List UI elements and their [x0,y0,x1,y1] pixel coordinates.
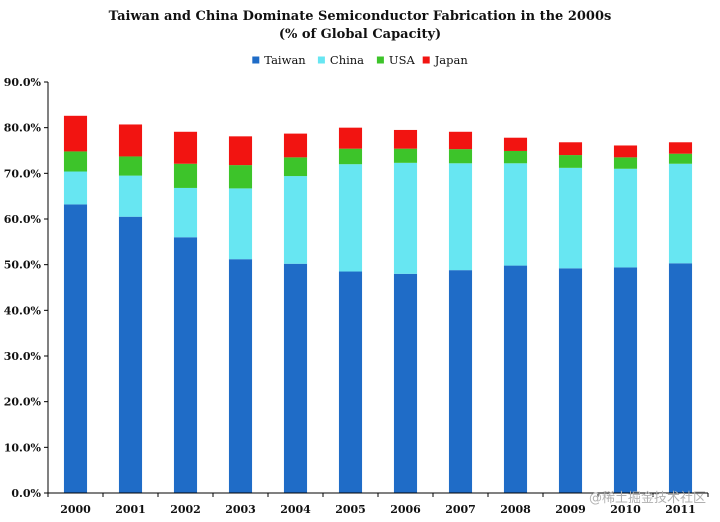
x-tick-label: 2004 [280,503,311,516]
bar-china-2005 [338,164,363,272]
bar-taiwan-2010 [613,267,638,493]
bar-taiwan-2002 [173,237,198,493]
bar-china-2008 [503,163,528,266]
bar-usa-2010 [613,157,638,169]
bar-japan-2006 [393,129,418,149]
x-tick-label: 2009 [555,503,586,516]
bar-china-2003 [228,188,253,260]
y-tick-label: 60.0% [4,213,42,226]
bar-china-2007 [448,163,473,271]
y-axis: 0.0% 10.0% 20.0% 30.0% 40.0% 50.0% 60.0% 70.0% 8… [4,76,49,500]
bar-usa-2008 [503,150,528,164]
bar-china-2010 [613,168,638,268]
chart-title: Taiwan and China Dominate Semiconductor … [109,9,612,24]
x-tick-label: 2008 [500,503,531,516]
bar-usa-2009 [558,155,583,168]
y-tick-label: 30.0% [4,350,42,363]
bar-japan-2002 [173,131,198,164]
bar-taiwan-2007 [448,270,473,493]
bar-taiwan-2005 [338,271,363,493]
legend-label-japan: Japan [434,53,469,67]
bar-taiwan-2003 [228,259,253,493]
legend-swatch-japan [422,56,430,64]
bar-china-2002 [173,187,198,238]
bar-usa-2002 [173,163,198,188]
x-tick-label: 2006 [390,503,421,516]
bar-taiwan-2011 [668,263,693,493]
bar-taiwan-2008 [503,265,528,493]
bars [63,115,693,494]
legend-label-taiwan: Taiwan [264,53,306,67]
bar-japan-2011 [668,142,693,154]
bar-taiwan-2000 [63,204,88,494]
bar-taiwan-2006 [393,273,418,493]
x-tick-label: 2011 [665,503,696,516]
bar-usa-2000 [63,151,88,172]
bar-china-2004 [283,176,308,264]
x-tick-label: 2003 [225,503,256,516]
y-tick-label: 80.0% [4,122,42,135]
legend-swatch-taiwan [252,56,260,64]
bar-usa-2007 [448,149,473,164]
bar-japan-2009 [558,142,583,156]
y-tick-label: 10.0% [4,441,42,454]
x-tick-label: 2001 [115,503,146,516]
bar-japan-2008 [503,137,528,151]
legend-label-usa: USA [389,53,416,67]
legend-swatch-china [317,56,325,64]
bar-usa-2005 [338,148,363,165]
bar-taiwan-2009 [558,268,583,493]
bar-usa-2004 [283,157,308,177]
y-tick-label: 50.0% [4,259,42,272]
bar-japan-2000 [63,115,88,152]
bar-usa-2001 [118,156,143,176]
legend-label-china: China [330,53,364,67]
x-axis: 2000 2001 2002 2003 2004 2005 2006 2007 2008 2009… [47,492,709,516]
chart-subtitle: (% of Global Capacity) [279,27,441,42]
x-tick-label: 2000 [60,503,91,516]
y-tick-label: 0.0% [11,487,41,500]
x-tick-label: 2007 [445,503,476,516]
y-tick-label: 40.0% [4,304,42,317]
bar-china-2001 [118,175,143,217]
bar-china-2011 [668,163,693,264]
bar-taiwan-2004 [283,263,308,493]
y-tick-label: 20.0% [4,396,42,409]
x-tick-label: 2002 [170,503,201,516]
bar-japan-2004 [283,133,308,158]
x-tick-label: 2010 [610,503,641,516]
bar-usa-2006 [393,148,418,163]
bar-japan-2010 [613,145,638,158]
legend: Taiwan China USA Japan [252,53,468,67]
bar-japan-2007 [448,131,473,150]
watermark-text: @稀土掘金技术社区 [589,490,706,506]
bar-usa-2003 [228,165,253,189]
bar-japan-2003 [228,136,253,166]
bar-china-2000 [63,171,88,205]
bar-japan-2005 [338,127,363,149]
legend-swatch-usa [376,56,384,64]
bar-usa-2011 [668,153,693,164]
y-tick-label: 70.0% [4,167,42,180]
bar-taiwan-2001 [118,216,143,493]
bar-japan-2001 [118,124,143,157]
bar-china-2009 [558,167,583,269]
y-tick-label: 90.0% [4,76,42,89]
x-tick-label: 2005 [335,503,366,516]
bar-china-2006 [393,162,418,274]
